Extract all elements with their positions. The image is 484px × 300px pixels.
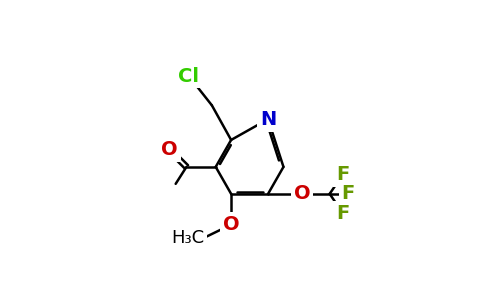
Text: Cl: Cl [178,67,199,85]
Text: N: N [260,110,276,129]
Text: O: O [223,215,240,234]
Text: F: F [336,204,349,223]
Text: O: O [161,140,178,160]
Text: O: O [294,184,310,203]
Text: F: F [342,184,355,203]
Text: F: F [336,165,349,184]
Text: H₃C: H₃C [171,229,204,247]
